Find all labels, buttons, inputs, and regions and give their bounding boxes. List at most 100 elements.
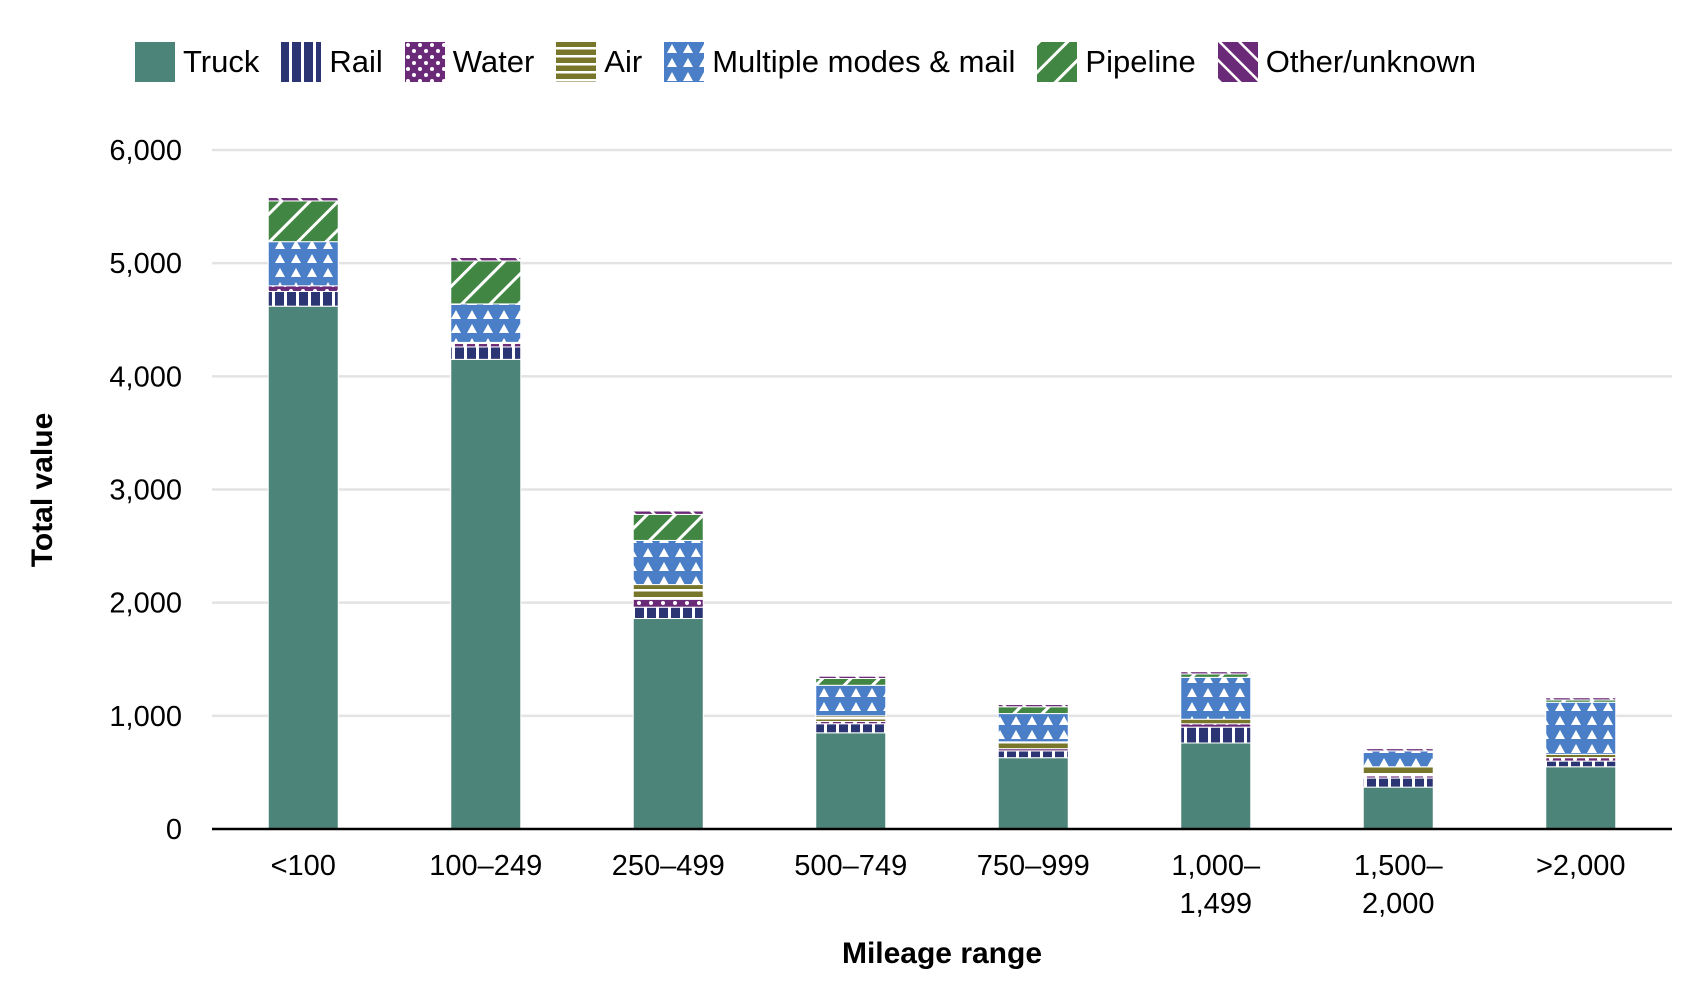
legend-item-pipeline: Pipeline xyxy=(1037,42,1196,82)
bar-stack-100 xyxy=(267,197,339,830)
legend-label: Rail xyxy=(329,44,383,79)
legend-label: Water xyxy=(452,44,535,79)
bar-segment-other-unknown xyxy=(1545,697,1617,701)
y-tick-label: 1,000 xyxy=(109,701,182,733)
legend-label: Air xyxy=(604,44,643,79)
x-tick-label-line: 1,000– xyxy=(1171,850,1261,882)
bar-stack-250-499 xyxy=(632,510,704,830)
legend-swatch-truck xyxy=(135,42,175,82)
x-tick-label: 250–499 xyxy=(612,850,725,882)
bar-stack-100-249 xyxy=(450,257,522,830)
legend-swatch-water xyxy=(404,42,445,82)
bar-segment-pipeline xyxy=(997,706,1069,715)
bar-segment-air xyxy=(1180,718,1252,725)
x-tick-label: 1,000– 1,499 xyxy=(1171,850,1261,920)
bar-segment-truck xyxy=(815,732,887,830)
bar-segment-rail xyxy=(815,723,887,734)
legend: Truck Rail Water Air Multiple modes & mail Pi… xyxy=(135,38,1498,86)
bar-segment-pipeline xyxy=(267,200,339,243)
bar-segment-multiple-modes-mail xyxy=(815,684,887,717)
bar-segment-other-unknown xyxy=(815,675,887,679)
bar-segment-rail xyxy=(267,290,339,307)
x-axis-ticks: <100 100–249 250–499 500–749 750–999 1,000– 1,… xyxy=(271,850,1626,920)
legend-swatch-rail xyxy=(281,42,322,82)
bar-segment-air xyxy=(815,715,887,722)
bar-segment-air xyxy=(632,584,704,600)
y-tick-label: 6,000 xyxy=(109,135,182,167)
bar-segment-air xyxy=(1545,753,1617,759)
bar-segment-other-unknown xyxy=(450,257,522,262)
bar-segment-truck xyxy=(997,757,1069,830)
bar-segment-truck xyxy=(1545,766,1617,830)
y-axis-ticks: 0 1,000 2,000 3,000 4,000 5,000 6,000 xyxy=(109,135,182,846)
x-tick-label: 500–749 xyxy=(794,850,907,882)
x-tick-label-line: 500–749 xyxy=(794,850,907,882)
legend-label: Other/unknown xyxy=(1265,44,1476,79)
bar-segment-rail xyxy=(1362,777,1434,788)
x-tick-label-line: >2,000 xyxy=(1536,850,1626,882)
bar-segment-rail xyxy=(632,606,704,620)
x-tick-label: 750–999 xyxy=(977,850,1090,882)
bar-stack-1-000-1-499 xyxy=(1180,671,1252,830)
bar-segment-other-unknown xyxy=(1180,671,1252,675)
bar-segment-multiple-modes-mail xyxy=(267,241,339,287)
bar-segment-truck xyxy=(1180,742,1252,830)
bar-segment-multiple-modes-mail xyxy=(632,539,704,586)
bar-segment-multiple-modes-mail xyxy=(1545,701,1617,755)
legend-swatch-pipeline xyxy=(1037,42,1078,82)
bar-segment-water xyxy=(632,598,704,608)
legend-item-air: Air xyxy=(556,42,642,82)
legend-item-other-unknown: Other/unknown xyxy=(1217,42,1476,82)
bar-segment-other-unknown xyxy=(997,704,1069,708)
bar-segment-rail xyxy=(1180,726,1252,744)
legend-label: Truck xyxy=(183,44,260,79)
bar-segment-air xyxy=(1362,766,1434,777)
bar-segment-truck xyxy=(267,305,339,830)
x-tick-label: 1,500– 2,000 xyxy=(1354,850,1444,920)
y-tick-label: 5,000 xyxy=(109,248,182,280)
x-tick-label-line: 1,500– xyxy=(1354,850,1444,882)
y-tick-label: 4,000 xyxy=(109,361,182,393)
bar-segment-multiple-modes-mail xyxy=(997,713,1069,743)
legend-swatch-air xyxy=(556,42,597,82)
y-axis-title: Total value xyxy=(26,413,59,567)
bar-segment-multiple-modes-mail xyxy=(1180,676,1252,720)
x-tick-label: 100–249 xyxy=(429,850,542,882)
legend-item-multiple-modes-mail: Multiple modes & mail xyxy=(664,42,1015,82)
legend-label: Pipeline xyxy=(1085,44,1196,79)
bar-segment-pipeline xyxy=(815,677,887,686)
gridlines xyxy=(212,148,1672,718)
bar-segment-pipeline xyxy=(632,513,704,541)
bar-segment-other-unknown xyxy=(632,510,704,515)
bar-stack-2-000 xyxy=(1545,697,1617,830)
legend-item-rail: Rail xyxy=(281,42,383,82)
bar-segment-water xyxy=(450,343,522,348)
bar-segment-air xyxy=(997,741,1069,750)
bar-segment-rail xyxy=(450,346,522,360)
x-tick-label-line: 100–249 xyxy=(429,850,542,882)
bar-segment-pipeline xyxy=(1180,673,1252,678)
legend-item-truck: Truck xyxy=(135,42,259,82)
x-axis-title: Mileage range xyxy=(842,937,1042,970)
bar-segment-truck xyxy=(632,618,704,830)
x-tick-label: <100 xyxy=(271,850,336,882)
x-tick-label-line: 2,000 xyxy=(1362,888,1435,920)
bar-segment-rail xyxy=(1545,760,1617,768)
x-tick-label-line: 1,499 xyxy=(1179,888,1252,920)
bar-segment-water xyxy=(267,285,339,292)
y-tick-label: 3,000 xyxy=(109,475,182,507)
bar-segment-other-unknown xyxy=(267,197,339,202)
bar-stack-750-999 xyxy=(997,704,1069,830)
x-tick-label: >2,000 xyxy=(1536,850,1626,882)
legend-item-water: Water xyxy=(404,42,535,82)
bar-segment-water xyxy=(1180,723,1252,728)
bar-stack-1-500-2-000 xyxy=(1362,748,1434,830)
x-tick-label-line: 250–499 xyxy=(612,850,725,882)
x-tick-label-line: <100 xyxy=(271,850,336,882)
bar-segment-multiple-modes-mail xyxy=(1362,750,1434,768)
legend-swatch-other-unknown xyxy=(1217,42,1258,82)
y-tick-label: 0 xyxy=(166,814,182,846)
bar-segment-water xyxy=(1545,757,1617,762)
bar-segment-truck xyxy=(1362,786,1434,830)
